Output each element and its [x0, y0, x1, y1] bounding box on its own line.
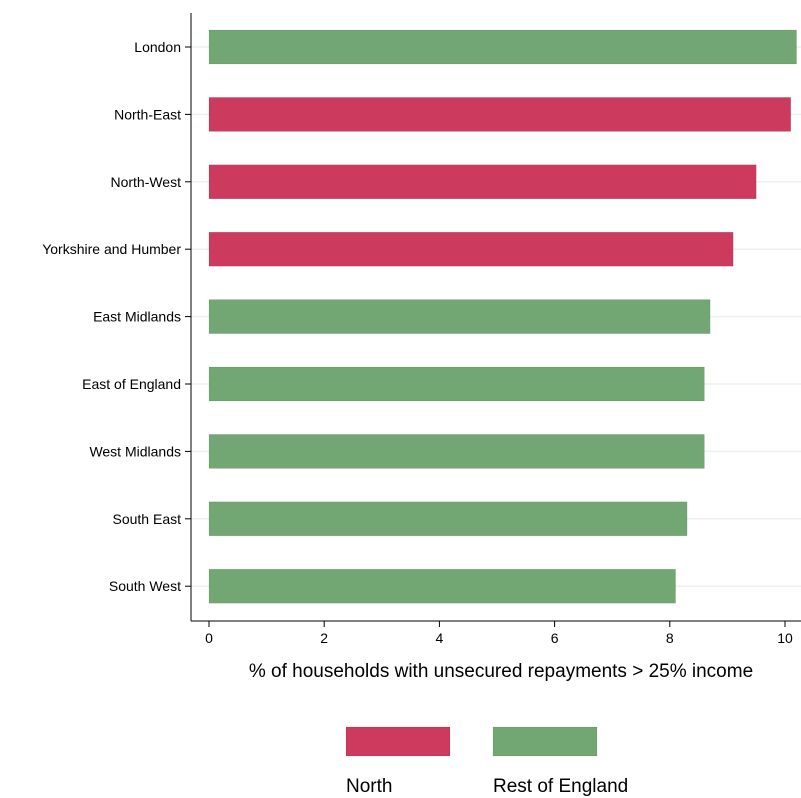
bar-north-east — [208, 97, 792, 132]
y-tick-label-yorkshire-and-humber: Yorkshire and Humber — [42, 241, 181, 257]
legend-label-north: North — [346, 776, 392, 797]
bars — [208, 29, 797, 604]
x-tick-label-10: 10 — [777, 630, 793, 646]
legend-swatch-north — [345, 726, 451, 757]
x-tick-label-2: 2 — [320, 630, 328, 646]
y-tick-label-north-west: North-West — [110, 174, 181, 190]
bar-yorkshire-and-humber — [208, 231, 734, 267]
legend-swatch-rest-of-england — [492, 726, 598, 757]
bar-south-west — [208, 568, 676, 604]
x-axis-title: % of households with unsecured repayment… — [249, 661, 753, 682]
legend-label-rest-of-england: Rest of England — [493, 776, 628, 797]
y-tick-label-london: London — [134, 39, 181, 55]
bar-west-midlands — [208, 434, 705, 469]
y-tick-label-west-midlands: West Midlands — [89, 443, 181, 459]
y-tick-label-east-of-england: East of England — [82, 376, 181, 392]
legend: North Rest of England — [345, 726, 628, 797]
y-tick-label-south-west: South West — [109, 578, 181, 594]
x-tick-label-0: 0 — [205, 630, 213, 646]
bar-east-midlands — [208, 299, 711, 334]
y-tick-label-east-midlands: East Midlands — [93, 309, 181, 325]
y-axis-ticks: London North-East North-West Yorkshire and … — [42, 39, 191, 594]
x-tick-label-6: 6 — [551, 630, 559, 646]
bar-east-of-england — [208, 366, 705, 402]
x-tick-label-8: 8 — [666, 630, 674, 646]
bar-london — [208, 29, 797, 65]
x-axis-ticks: 0 2 4 6 8 10 — [205, 621, 793, 646]
bar-south-east — [208, 501, 688, 537]
x-tick-label-4: 4 — [436, 630, 444, 646]
y-tick-label-north-east: North-East — [114, 106, 181, 122]
bar-north-west — [208, 164, 757, 200]
y-tick-label-south-east: South East — [113, 511, 182, 527]
